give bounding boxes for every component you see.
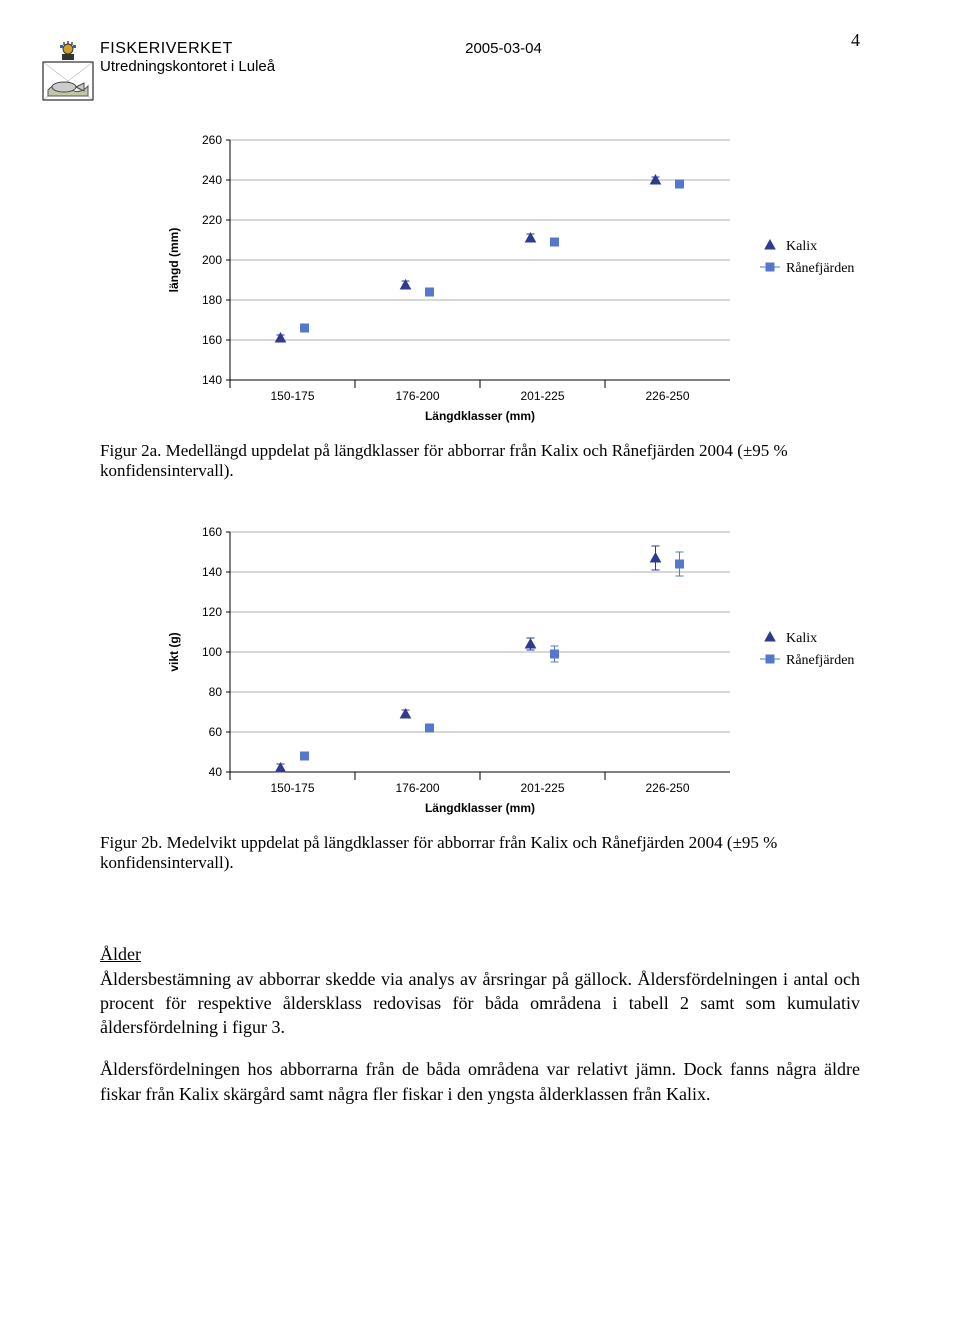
svg-text:150-175: 150-175 (270, 781, 314, 795)
svg-text:140: 140 (202, 565, 222, 579)
svg-text:176-200: 176-200 (395, 781, 439, 795)
svg-text:60: 60 (209, 725, 223, 739)
svg-text:150-175: 150-175 (270, 389, 314, 403)
header-date: 2005-03-04 (465, 40, 542, 57)
svg-text:Kalix: Kalix (786, 239, 817, 254)
svg-text:220: 220 (202, 213, 222, 227)
svg-text:100: 100 (202, 645, 222, 659)
svg-text:200: 200 (202, 253, 222, 267)
svg-text:260: 260 (202, 133, 222, 147)
chart-b: 40 60 80 100 120 140 160 vikt (g) 150-175 176-200… (160, 522, 860, 827)
svg-text:140: 140 (202, 373, 222, 387)
svg-text:226-250: 226-250 (645, 781, 689, 795)
svg-text:Rånefjärden: Rånefjärden (786, 261, 854, 276)
logo-icon (42, 40, 94, 102)
svg-text:176-200: 176-200 (395, 389, 439, 403)
svg-text:201-225: 201-225 (520, 389, 564, 403)
document-header: FISKERIVERKET Utredningskontoret i Luleå… (100, 40, 860, 102)
svg-text:120: 120 (202, 605, 222, 619)
caption-b: Figur 2b. Medelvikt uppdelat på längdkla… (100, 833, 800, 874)
svg-text:Längdklasser (mm): Längdklasser (mm) (425, 409, 535, 423)
svg-text:40: 40 (209, 765, 223, 779)
paragraph-1: Åldersbestämning av abborrar skedde via … (100, 967, 860, 1040)
org-name: FISKERIVERKET (100, 40, 275, 58)
chart-a: 140 160 180 200 220 240 260 längd (mm) 150-175 17… (160, 130, 860, 435)
dept-name: Utredningskontoret i Luleå (100, 58, 275, 75)
svg-text:Längdklasser (mm): Längdklasser (mm) (425, 801, 535, 815)
svg-text:201-225: 201-225 (520, 781, 564, 795)
svg-text:180: 180 (202, 293, 222, 307)
page-number: 4 (851, 30, 860, 51)
svg-text:Kalix: Kalix (786, 631, 817, 646)
svg-text:Rånefjärden: Rånefjärden (786, 653, 854, 668)
svg-text:längd (mm): längd (mm) (167, 228, 181, 293)
header-org-block: FISKERIVERKET Utredningskontoret i Luleå (100, 40, 275, 75)
svg-text:160: 160 (202, 525, 222, 539)
section-heading: Ålder (100, 944, 860, 965)
svg-text:80: 80 (209, 685, 223, 699)
paragraph-2: Åldersfördelningen hos abborrarna från d… (100, 1057, 860, 1106)
caption-a: Figur 2a. Medellängd uppdelat på längdkl… (100, 441, 800, 482)
svg-text:226-250: 226-250 (645, 389, 689, 403)
svg-text:240: 240 (202, 173, 222, 187)
svg-text:160: 160 (202, 333, 222, 347)
svg-text:vikt (g): vikt (g) (167, 632, 181, 671)
